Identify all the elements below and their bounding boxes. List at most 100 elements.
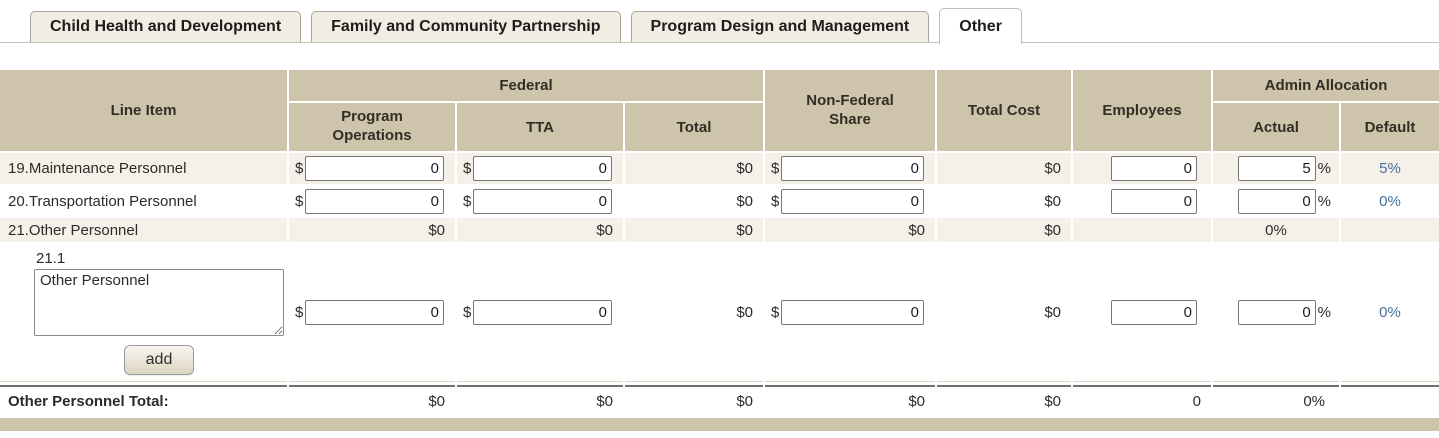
budget-table-container: Line Item Federal Non-Federal Share Tota… xyxy=(0,70,1439,417)
column-header-total-cost: Total Cost xyxy=(936,70,1073,153)
row-19-non-federal-cell: $ xyxy=(764,152,937,186)
row-21-employees-cell xyxy=(1072,217,1213,244)
row-19-actual-cell: % xyxy=(1212,152,1341,186)
row-20-label: 20.Transportation Personnel xyxy=(0,185,289,218)
row-21-1-program-operations-input[interactable] xyxy=(305,300,444,325)
row-20-program-operations-input[interactable] xyxy=(305,188,444,214)
row-20-tta-input[interactable] xyxy=(473,188,612,214)
row-21-federal-total: $0 xyxy=(624,217,765,244)
row-21-1-total-cost: $0 xyxy=(936,243,1073,382)
row-21-1-employees-input[interactable] xyxy=(1111,300,1197,325)
row-21-label: 21.Other Personnel xyxy=(0,217,289,244)
row-20-actual-cell: % xyxy=(1212,185,1341,218)
total-tta: $0 xyxy=(456,384,625,417)
column-header-non-federal-share: Non-Federal Share xyxy=(764,70,937,153)
tab-program-design-and-management[interactable]: Program Design and Management xyxy=(630,11,930,42)
total-program-operations: $0 xyxy=(288,384,457,417)
dollar-sign: $ xyxy=(463,192,472,210)
total-non-federal: $0 xyxy=(764,384,937,417)
row-21-1-tta-cell: $ xyxy=(456,243,625,382)
program-operations-label: Program Operations xyxy=(332,108,412,144)
row-21-tta-value: $0 xyxy=(456,217,625,244)
row-21-1-number: 21.1 xyxy=(36,250,66,267)
row-20-employees-input[interactable] xyxy=(1111,188,1197,214)
other-personnel-total-row: Other Personnel Total: $0 $0 $0 $0 $0 0 … xyxy=(0,384,1439,417)
spacer-cell xyxy=(0,381,1439,386)
dollar-sign: $ xyxy=(771,192,780,210)
table-bottom-bar xyxy=(0,417,1439,431)
row-21-non-federal-value: $0 xyxy=(764,217,937,244)
row-19-employees-cell xyxy=(1072,152,1213,186)
row-19-total-cost: $0 xyxy=(936,152,1073,186)
add-button[interactable]: add xyxy=(123,345,195,375)
row-19-actual-input[interactable] xyxy=(1237,156,1316,181)
row-21-actual-value: 0% xyxy=(1212,217,1341,244)
row-19-tta-input[interactable] xyxy=(473,156,612,181)
row-20-total-cost: $0 xyxy=(936,185,1073,218)
row-20-non-federal-input[interactable] xyxy=(781,188,924,214)
tab-other[interactable]: Other xyxy=(939,8,1022,44)
row-20-default-value: 0% xyxy=(1340,185,1439,218)
total-row-label: Other Personnel Total: xyxy=(0,384,289,417)
row-20-program-operations-cell: $ xyxy=(288,185,457,218)
row-20-transportation-personnel: 20.Transportation Personnel $ $ $0 $ xyxy=(0,185,1439,218)
row-20-non-federal-cell: $ xyxy=(764,185,937,218)
total-default-cell xyxy=(1340,384,1439,417)
row-21-1-tta-input[interactable] xyxy=(473,300,612,325)
total-total-cost: $0 xyxy=(936,384,1073,417)
row-20-actual-input[interactable] xyxy=(1237,188,1316,214)
total-federal-total: $0 xyxy=(624,384,765,417)
column-header-federal-total: Total xyxy=(624,102,765,153)
column-header-federal: Federal xyxy=(288,70,765,103)
header-row-groups: Line Item Federal Non-Federal Share Tota… xyxy=(0,70,1439,153)
row-20-employees-cell xyxy=(1072,185,1213,218)
row-21-1-program-operations-cell: $ xyxy=(288,243,457,382)
row-21-program-operations-value: $0 xyxy=(288,217,457,244)
row-20-federal-total: $0 xyxy=(624,185,765,218)
dollar-sign: $ xyxy=(771,304,780,321)
row-21-1-actual-input[interactable] xyxy=(1237,300,1316,325)
column-header-default: Default xyxy=(1340,102,1439,153)
total-actual: 0% xyxy=(1212,384,1341,417)
dollar-sign: $ xyxy=(295,192,304,210)
row-21-1-default-value: 0% xyxy=(1340,243,1439,382)
row-19-default-value: 5% xyxy=(1340,152,1439,186)
percent-sign: % xyxy=(1317,304,1331,321)
tab-bar: Child Health and Development Family and … xyxy=(0,0,1439,44)
percent-sign: % xyxy=(1317,160,1331,177)
dollar-sign: $ xyxy=(295,304,304,321)
row-21-1-non-federal-cell: $ xyxy=(764,243,937,382)
row-19-label: 19.Maintenance Personnel xyxy=(0,152,289,186)
row-21-1-actual-cell: % xyxy=(1212,243,1341,382)
row-21-1-description-textarea[interactable]: Other Personnel xyxy=(34,269,284,336)
non-federal-share-label: Non-Federal Share xyxy=(806,91,894,128)
row-21-1-other-personnel-entry: 21.1 Other Personnel add $ $ $0 xyxy=(0,243,1439,382)
spacer-row xyxy=(0,381,1439,386)
row-21-1-line-item-cell: 21.1 Other Personnel add xyxy=(0,243,289,382)
row-21-other-personnel: 21.Other Personnel $0 $0 $0 $0 $0 0% xyxy=(0,217,1439,244)
column-header-line-item: Line Item xyxy=(0,70,289,153)
dollar-sign: $ xyxy=(771,160,780,177)
tab-family-and-community-partnership[interactable]: Family and Community Partnership xyxy=(311,11,621,42)
row-21-total-cost: $0 xyxy=(936,217,1073,244)
row-19-non-federal-input[interactable] xyxy=(781,156,924,181)
row-21-default-cell xyxy=(1340,217,1439,244)
column-header-employees: Employees xyxy=(1072,70,1213,153)
row-19-program-operations-cell: $ xyxy=(288,152,457,186)
budget-table: Line Item Federal Non-Federal Share Tota… xyxy=(0,70,1439,417)
row-21-1-employees-cell xyxy=(1072,243,1213,382)
dollar-sign: $ xyxy=(463,160,472,177)
column-header-admin-allocation: Admin Allocation xyxy=(1212,70,1439,103)
column-header-tta: TTA xyxy=(456,102,625,153)
row-19-tta-cell: $ xyxy=(456,152,625,186)
header-row-subcolumns: Program Operations TTA Total Actual Defa… xyxy=(0,102,1439,153)
row-19-maintenance-personnel: 19.Maintenance Personnel $ $ $0 $ xyxy=(0,152,1439,186)
tab-child-health-and-development[interactable]: Child Health and Development xyxy=(30,11,302,42)
row-21-1-non-federal-input[interactable] xyxy=(781,300,924,325)
row-19-program-operations-input[interactable] xyxy=(305,156,444,181)
row-19-employees-input[interactable] xyxy=(1111,156,1197,181)
dollar-sign: $ xyxy=(295,160,304,177)
column-header-program-operations: Program Operations xyxy=(288,102,457,153)
row-19-federal-total: $0 xyxy=(624,152,765,186)
row-20-tta-cell: $ xyxy=(456,185,625,218)
